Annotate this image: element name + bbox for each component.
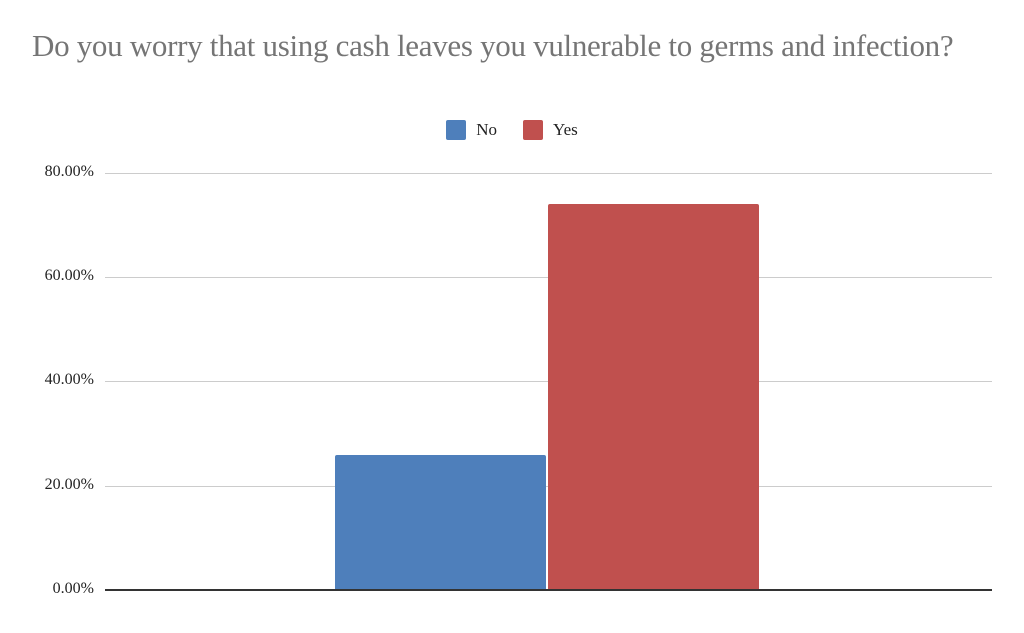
bar-no	[335, 454, 546, 590]
gridline-80	[105, 173, 992, 174]
legend-swatch-yes	[523, 120, 544, 140]
chart-legend: No Yes	[0, 120, 1024, 140]
y-tick-label: 80.00%	[44, 163, 94, 180]
y-tick-label: 60.00%	[44, 267, 94, 284]
chart-title: Do you worry that using cash leaves you …	[32, 28, 954, 63]
bar-yes	[548, 203, 759, 590]
legend-label-no: No	[476, 120, 498, 139]
x-axis-baseline	[105, 589, 992, 591]
y-tick-label: 0.00%	[52, 580, 94, 597]
y-tick-label: 40.00%	[44, 371, 94, 388]
y-tick-label: 20.00%	[44, 476, 94, 493]
legend-item-no: No	[446, 120, 497, 140]
legend-item-yes: Yes	[523, 120, 578, 140]
legend-swatch-no	[446, 120, 467, 140]
legend-label-yes: Yes	[553, 120, 578, 139]
